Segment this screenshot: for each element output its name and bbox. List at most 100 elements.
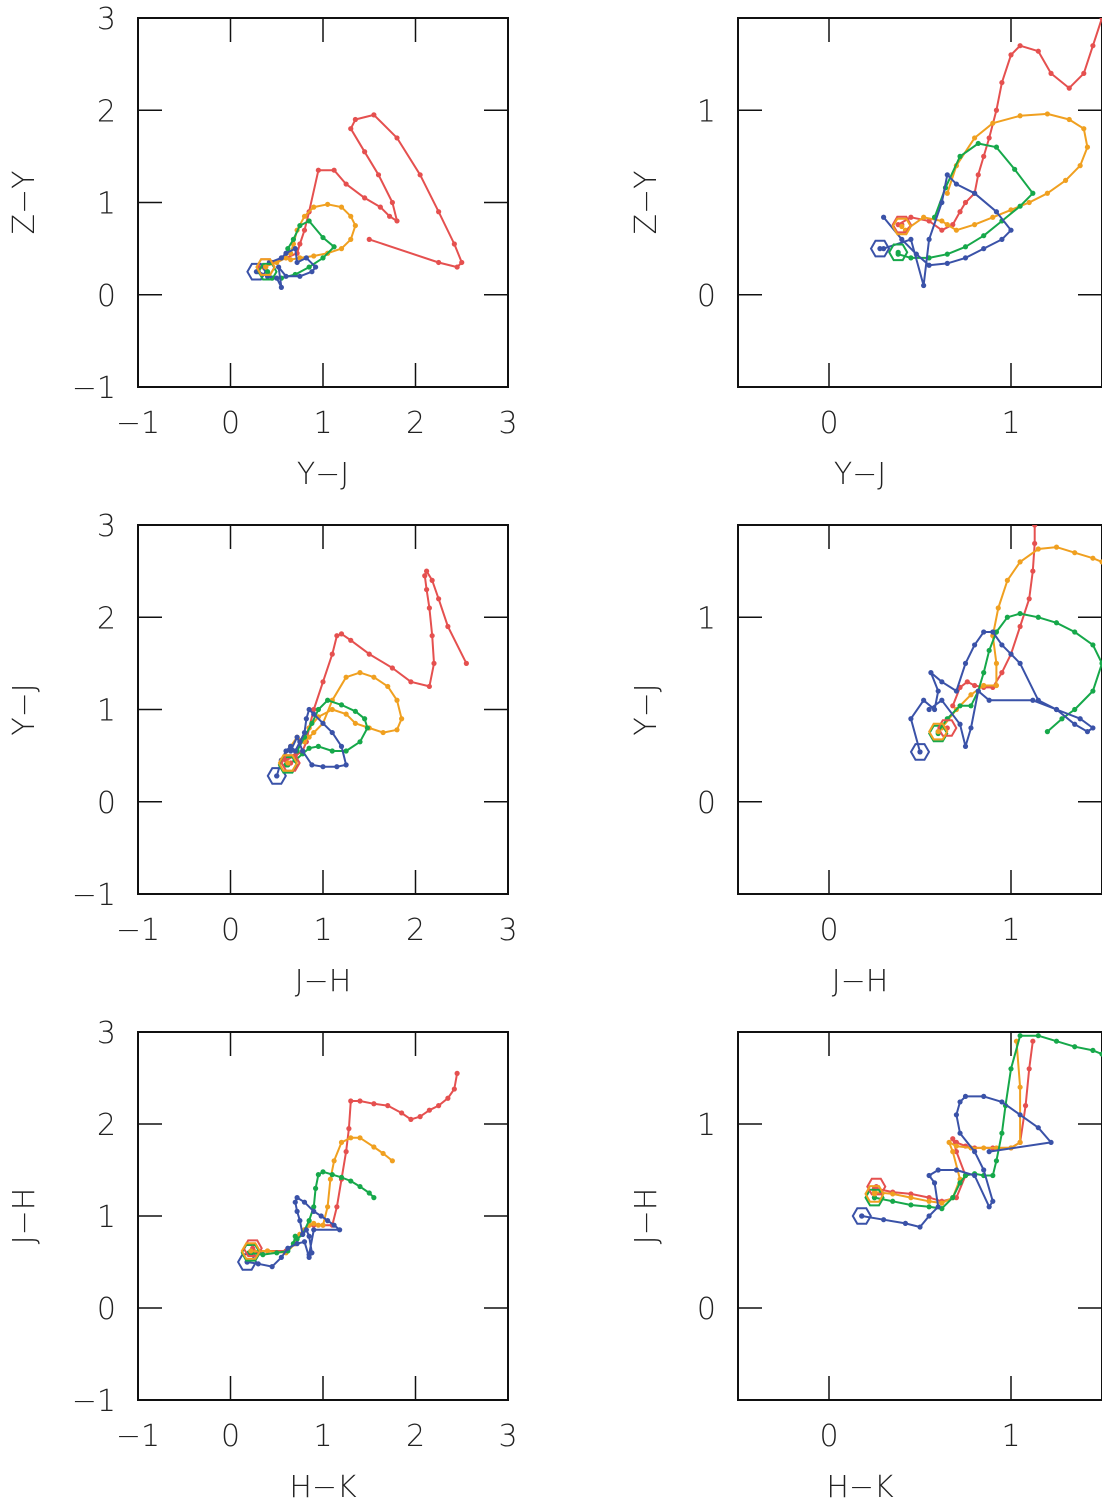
x-tick-label: 0 bbox=[819, 406, 838, 441]
data-point-blue bbox=[921, 697, 927, 703]
data-point-green bbox=[962, 1172, 969, 1179]
data-point-orange bbox=[352, 720, 358, 726]
data-point-green bbox=[306, 218, 312, 224]
data-point-orange bbox=[993, 660, 1000, 666]
y-tick-label: 1 bbox=[97, 694, 116, 729]
start-point-orange bbox=[248, 1248, 254, 1254]
data-point-blue bbox=[972, 1149, 978, 1155]
data-point-red bbox=[394, 135, 400, 141]
data-point-red bbox=[389, 665, 395, 671]
data-point-red bbox=[429, 577, 435, 583]
data-point-blue bbox=[953, 1112, 960, 1118]
data-point-green bbox=[315, 1172, 321, 1178]
y-tick-label: 2 bbox=[97, 94, 116, 129]
data-point-red bbox=[962, 199, 969, 206]
data-point-orange bbox=[343, 674, 349, 680]
start-point-blue bbox=[917, 749, 923, 755]
start-marker-red bbox=[280, 754, 301, 772]
x-tick-label: 1 bbox=[313, 406, 332, 441]
y-axis-title: J−H bbox=[629, 1188, 664, 1245]
data-point-orange bbox=[338, 204, 345, 210]
data-point-blue bbox=[957, 721, 963, 727]
x-tick-label: 3 bbox=[498, 913, 517, 948]
data-point-orange bbox=[343, 711, 349, 717]
plot-frame bbox=[137, 17, 509, 388]
data-point-blue bbox=[881, 246, 887, 252]
x-tick-label: 0 bbox=[221, 913, 240, 948]
data-point-blue bbox=[320, 764, 326, 770]
start-marker-green bbox=[864, 1188, 885, 1207]
data-point-blue bbox=[962, 660, 969, 666]
data-point-green bbox=[926, 1204, 932, 1210]
x-tick-label: 1 bbox=[313, 1419, 332, 1454]
data-point-orange bbox=[352, 222, 358, 229]
data-point-green bbox=[890, 1198, 896, 1204]
data-point-green bbox=[1012, 166, 1018, 172]
data-point-orange bbox=[1077, 163, 1083, 169]
data-point-red bbox=[377, 204, 383, 210]
data-point-green bbox=[290, 236, 296, 242]
data-point-red bbox=[1035, 48, 1041, 54]
chart-panel-3: −1 0 1 2 3 −1 0 1 2 3 J−H Y−J bbox=[7, 509, 518, 999]
data-point-green bbox=[343, 748, 349, 754]
data-point-green bbox=[999, 1130, 1005, 1136]
data-point-orange bbox=[995, 605, 1001, 611]
data-point-blue bbox=[297, 739, 303, 745]
data-point-red bbox=[417, 1114, 423, 1120]
data-point-green bbox=[1008, 1066, 1014, 1072]
data-point-green bbox=[362, 716, 368, 722]
data-point-red bbox=[953, 1139, 960, 1145]
data-point-orange bbox=[338, 1139, 345, 1145]
data-point-blue bbox=[278, 284, 284, 290]
data-point-green bbox=[986, 647, 992, 654]
data-point-red bbox=[1032, 525, 1038, 528]
x-tick-label: 2 bbox=[406, 1419, 425, 1454]
data-point-red bbox=[986, 135, 992, 141]
x-tick-label: 1 bbox=[313, 913, 332, 948]
data-point-green bbox=[297, 222, 303, 229]
data-point-orange bbox=[394, 697, 400, 703]
data-point-orange bbox=[908, 1195, 914, 1201]
data-point-blue bbox=[957, 1099, 963, 1105]
data-point-green bbox=[352, 708, 358, 714]
data-point-red bbox=[999, 670, 1005, 676]
data-point-green bbox=[957, 1180, 963, 1186]
data-point-blue bbox=[981, 246, 987, 252]
data-point-red bbox=[346, 1126, 352, 1132]
plot-area bbox=[266, 568, 469, 785]
x-tick-label: 1 bbox=[1001, 406, 1020, 441]
data-point-blue bbox=[999, 236, 1005, 242]
start-marker-red bbox=[937, 719, 958, 737]
data-point-green bbox=[1059, 716, 1065, 722]
data-point-red bbox=[1008, 52, 1014, 58]
data-point-orange bbox=[946, 1139, 952, 1145]
start-point-blue bbox=[859, 1213, 865, 1219]
data-point-red bbox=[387, 213, 393, 219]
data-point-blue bbox=[972, 1172, 978, 1179]
start-point-blue bbox=[274, 773, 280, 779]
x-axis-title: H−K bbox=[826, 1470, 894, 1501]
data-point-orange bbox=[371, 674, 377, 680]
data-point-blue bbox=[294, 259, 300, 266]
data-point-blue bbox=[269, 1264, 275, 1270]
data-point-red bbox=[1099, 18, 1102, 21]
chart-panel-4: 0 1 0 1 J−H Y−J bbox=[629, 524, 1102, 999]
data-point-red bbox=[329, 651, 335, 657]
data-point-blue bbox=[278, 1254, 284, 1260]
y-tick-label: 0 bbox=[97, 279, 116, 314]
data-point-green bbox=[1053, 620, 1060, 626]
data-point-blue bbox=[926, 236, 932, 242]
data-point-red bbox=[348, 126, 354, 132]
x-tick-label: 0 bbox=[819, 1419, 838, 1454]
start-marker-red bbox=[866, 1177, 887, 1196]
data-point-red bbox=[366, 236, 372, 242]
data-point-red bbox=[957, 209, 963, 215]
x-tick-label: 2 bbox=[406, 913, 425, 948]
series-line-blue bbox=[909, 631, 1094, 753]
data-point-red bbox=[993, 107, 1000, 113]
data-point-blue bbox=[343, 762, 349, 768]
data-point-orange bbox=[981, 1145, 987, 1151]
data-point-orange bbox=[1090, 555, 1096, 561]
data-point-blue bbox=[292, 246, 298, 252]
y-tick-label: −1 bbox=[72, 1384, 116, 1419]
